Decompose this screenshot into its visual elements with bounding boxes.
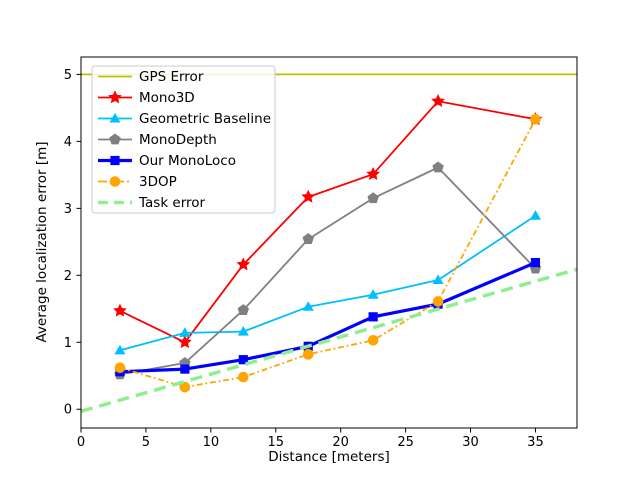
legend-entry-monodepth: MonoDepth: [98, 132, 217, 148]
data-point-marker: [432, 296, 444, 307]
data-point-marker: [109, 176, 121, 187]
data-point-marker: [180, 364, 190, 374]
plot-border: [80, 56, 578, 429]
data-point-marker: [302, 349, 314, 360]
data-point-marker: [237, 304, 250, 315]
x-tick-label: 10: [203, 435, 220, 450]
data-point-marker: [109, 133, 121, 145]
legend-label: Geometric Baseline: [139, 111, 271, 127]
legend-entry-mono3d: Mono3D: [98, 90, 195, 106]
y-tick-label: 3: [64, 202, 72, 217]
x-tick-label: 5: [142, 435, 150, 450]
data-point-marker: [302, 233, 314, 245]
data-point-marker: [109, 112, 121, 123]
x-tick-label: 30: [462, 435, 479, 450]
data-point-marker: [367, 334, 379, 346]
data-point-marker: [238, 371, 249, 383]
data-point-marker: [529, 210, 541, 220]
legend-label: GPS Error: [139, 69, 204, 85]
data-point-marker: [108, 90, 122, 104]
y-tick-label: 0: [64, 403, 72, 418]
x-tick-label: 20: [332, 435, 349, 450]
axes-layer: 0 5 10 15 20 25 30 35 0 1 2 3 4 5: [64, 56, 578, 450]
x-axis-label: Distance [meters]: [268, 449, 390, 465]
legend-box: [91, 65, 276, 214]
legend-label: 3DOP: [139, 174, 177, 190]
data-point-marker: [301, 189, 316, 203]
legend-label: MonoDepth: [139, 132, 217, 148]
data-point-marker: [432, 161, 444, 173]
series-line: [119, 261, 537, 374]
legend: GPS Error Mono3D Geometric Baseline MonoDep…: [91, 65, 276, 214]
data-point-marker: [238, 355, 248, 365]
data-point-marker: [431, 94, 445, 108]
legend-entry-task-error: Task error: [98, 195, 206, 211]
series-line: [119, 214, 536, 352]
series-layer: [80, 73, 578, 413]
data-point-marker: [110, 155, 120, 166]
data-point-marker: [178, 335, 192, 349]
series-task-error: [80, 267, 578, 413]
data-point-marker: [432, 274, 444, 284]
series-geometric-baseline: [114, 210, 541, 355]
data-point-marker: [114, 344, 126, 355]
data-point-marker: [530, 113, 541, 125]
data-point-marker: [366, 166, 380, 181]
legend-label: Task error: [138, 195, 206, 211]
data-point-marker: [236, 257, 251, 271]
legend-entry-our-monoloco: Our MonoLoco: [98, 153, 236, 169]
legend-entry-geometric-baseline: Geometric Baseline: [98, 111, 271, 127]
y-axis-label: Average localization error [m]: [34, 141, 50, 342]
legend-label: Mono3D: [139, 90, 195, 106]
legend-label: Our MonoLoco: [139, 153, 236, 169]
data-point-marker: [367, 192, 379, 204]
legend-entry-3dop: 3DOP: [98, 174, 177, 190]
x-tick-label: 35: [527, 435, 544, 450]
y-tick-label: 4: [64, 135, 72, 150]
series-line: [80, 267, 578, 413]
y-tick-label: 1: [64, 336, 72, 351]
legend-entry-gps-error: GPS Error: [98, 69, 204, 85]
x-tick-label: 0: [77, 435, 85, 450]
y-tick-label: 5: [64, 68, 72, 83]
data-point-marker: [113, 303, 127, 317]
y-tick-label: 2: [64, 269, 72, 284]
data-point-marker: [237, 325, 249, 336]
series-our-monoloco: [115, 257, 541, 377]
data-point-marker: [368, 312, 378, 322]
data-point-marker: [179, 327, 191, 337]
data-point-marker: [302, 301, 314, 311]
data-point-marker: [530, 257, 541, 268]
x-tick-label: 25: [397, 435, 414, 450]
series-3dop: [114, 113, 541, 393]
data-point-marker: [114, 362, 126, 374]
x-tick-label: 15: [267, 435, 284, 450]
data-point-marker: [367, 289, 379, 299]
data-point-marker: [179, 381, 191, 393]
